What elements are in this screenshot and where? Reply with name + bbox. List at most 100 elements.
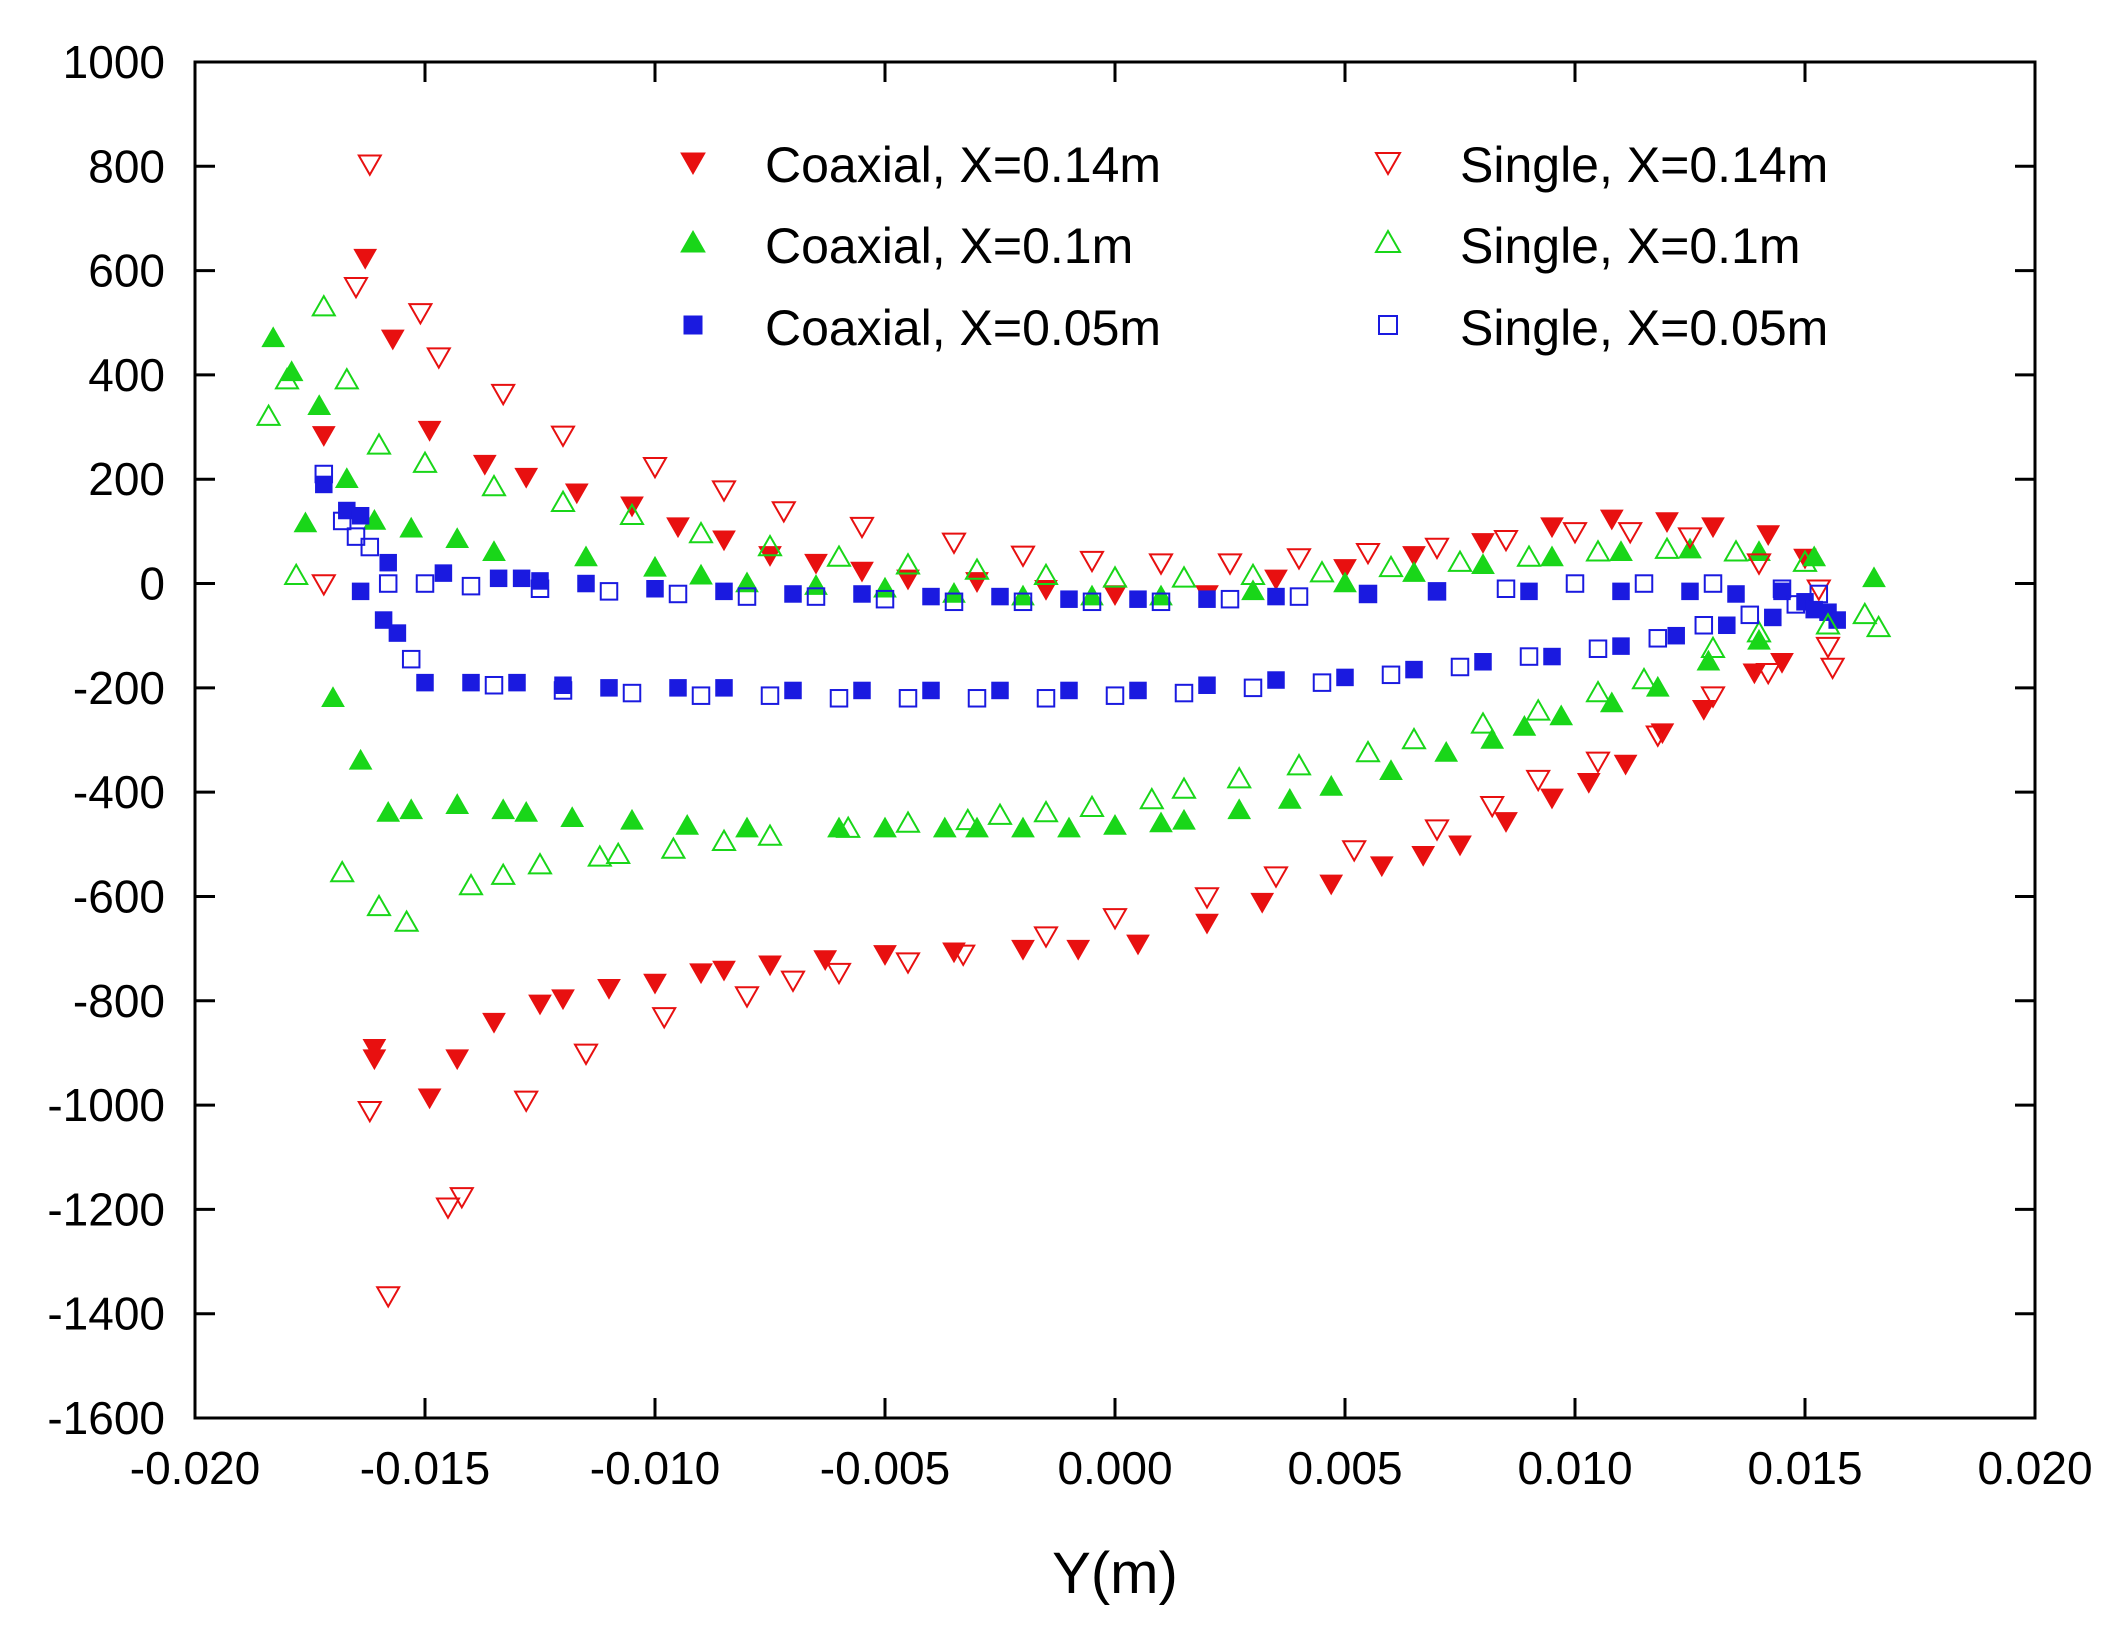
legend: Coaxial, X=0.14m Coaxial, X=0.1m Coaxial, … (680, 137, 1828, 356)
data-point (1612, 637, 1630, 655)
data-point (1319, 874, 1344, 896)
data-point (1011, 939, 1035, 961)
data-point (875, 589, 895, 609)
data-point (1519, 647, 1539, 666)
data-point (1471, 553, 1495, 575)
data-point (1263, 866, 1289, 889)
data-point (1525, 698, 1551, 721)
data-point (1549, 704, 1574, 726)
data-point (715, 679, 733, 697)
data-point (1378, 554, 1404, 578)
data-point (1746, 620, 1772, 643)
data-point (551, 989, 575, 1011)
data-point (1066, 939, 1091, 961)
data-point (757, 534, 783, 557)
data-point (1401, 726, 1427, 750)
data-point (1194, 887, 1220, 910)
data-point (1427, 582, 1447, 601)
data-point (600, 679, 618, 697)
data-point (991, 587, 1009, 606)
data-point (991, 681, 1009, 700)
data-point (1516, 544, 1542, 567)
data-point (1129, 590, 1147, 608)
data-point (1852, 601, 1878, 625)
data-point (1470, 711, 1496, 734)
y-tick-label: -1200 (47, 1183, 165, 1235)
data-point (1496, 579, 1516, 599)
data-point (605, 841, 631, 864)
data-point (734, 986, 760, 1009)
data-point (314, 464, 334, 484)
data-point (560, 806, 585, 827)
data-point (1585, 539, 1611, 562)
data-point (1694, 616, 1714, 635)
y-tick-label: 0 (139, 558, 165, 610)
x-tick-label: -0.005 (820, 1442, 950, 1494)
data-point (1696, 649, 1721, 671)
legend-label: Coaxial, X=0.14m (765, 137, 1161, 193)
data-point (348, 748, 373, 770)
data-point (1309, 560, 1335, 583)
data-point (1805, 600, 1823, 619)
series-4 (255, 294, 1892, 932)
data-point (1447, 549, 1473, 572)
data-point (1480, 727, 1505, 749)
data-point (784, 681, 802, 700)
data-point (1815, 612, 1841, 635)
data-point (1033, 799, 1059, 823)
legend-label: Coaxial, X=0.05m (765, 300, 1161, 356)
data-point (484, 675, 504, 695)
data-point (374, 611, 393, 629)
legend-marker (1374, 152, 1402, 177)
data-point (587, 844, 613, 867)
data-point (1102, 565, 1128, 588)
data-point (514, 467, 539, 489)
data-point (1172, 808, 1196, 830)
data-point (445, 1049, 470, 1071)
data-point (1540, 545, 1564, 567)
x-tick-label: 0.015 (1747, 1442, 1862, 1494)
data-point (445, 793, 470, 814)
data-point (1082, 592, 1102, 612)
data-point (1405, 660, 1423, 679)
data-point (1701, 517, 1725, 539)
data-point (1677, 527, 1703, 550)
series-3 (311, 154, 1846, 1309)
data-point (987, 802, 1013, 825)
data-point (490, 862, 516, 885)
data-point (737, 587, 757, 606)
data-point (967, 689, 987, 708)
data-point (412, 450, 438, 473)
data-point (711, 480, 737, 503)
series-0 (311, 248, 1817, 1110)
data-point (1727, 585, 1745, 603)
data-point (1612, 582, 1630, 601)
data-point (1241, 579, 1265, 601)
data-point (1151, 592, 1171, 612)
x-tick-label: 0.010 (1517, 1442, 1632, 1494)
data-point (1411, 845, 1436, 867)
data-point (1369, 856, 1394, 878)
data-point (407, 303, 434, 326)
data-point (490, 383, 516, 407)
data-point (417, 1088, 442, 1110)
data-point (646, 580, 664, 598)
data-point (1747, 540, 1771, 561)
data-point (1448, 835, 1472, 857)
data-point (1319, 774, 1344, 796)
data-point (417, 420, 442, 442)
data-point (334, 467, 359, 488)
data-point (393, 909, 420, 932)
data-point (1267, 671, 1285, 689)
data-point (1226, 766, 1252, 789)
x-tick-label: 0.005 (1287, 1442, 1402, 1494)
x-tick-label: 0.000 (1057, 1442, 1172, 1494)
data-point (1359, 585, 1377, 603)
data-point (1355, 740, 1381, 763)
data-point (1198, 676, 1216, 694)
data-point (399, 798, 424, 820)
data-point (1057, 816, 1081, 838)
data-point (922, 587, 940, 606)
data-point (1195, 913, 1219, 935)
data-point (434, 564, 453, 582)
